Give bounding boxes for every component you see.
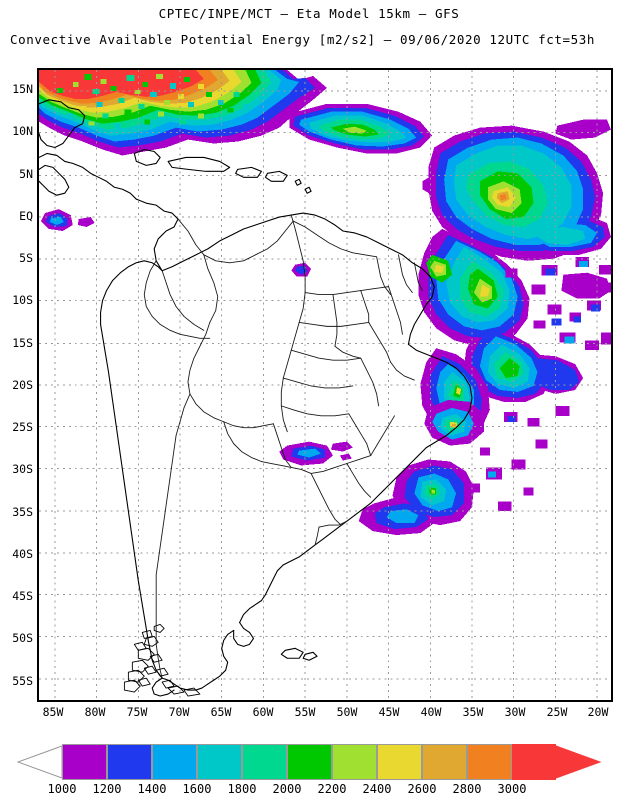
xtick-75W: 75W [126,705,148,719]
colorbar-label-2800: 2800 [452,782,482,796]
colorbar-label-1400: 1400 [137,782,167,796]
xtick-70W: 70W [168,705,190,719]
ytick-35S: 35S [12,505,33,519]
xtick-85W: 85W [42,705,64,719]
colorbar-label-2600: 2600 [407,782,437,796]
colorbar-band-4[interactable] [242,744,287,780]
colorbar-label-1600: 1600 [182,782,212,796]
ytick-10N: 10N [12,124,33,138]
colorbar-band-9[interactable] [467,744,512,780]
xtick-50W: 50W [336,705,358,719]
colorbar-band-7[interactable] [377,744,422,780]
page-title: CPTEC/INPE/MCT — Eta Model 15km — GFS [158,6,460,21]
colorbar-label-2000: 2000 [272,782,302,796]
triangle-left-open-icon [16,745,63,779]
colorbar-band-8[interactable] [422,744,467,780]
xtick-55W: 55W [294,705,316,719]
colorbar-band-1[interactable] [107,744,152,780]
colorbar-label-1000: 1000 [47,782,77,796]
ytick-10S: 10S [12,293,33,307]
colorbar-band-2[interactable] [152,744,197,780]
ytick-40S: 40S [12,547,33,561]
xtick-60W: 60W [252,705,274,719]
colorbar-label-2200: 2200 [317,782,347,796]
ytick-30S: 30S [12,462,33,476]
coastline-layer [39,99,473,697]
chart-subtitle: Convective Available Potential Energy [m… [10,32,596,47]
colorbar-band-10[interactable] [512,744,556,780]
xtick-80W: 80W [84,705,106,719]
colorbar-band-5[interactable] [287,744,332,780]
colorbar-label-1200: 1200 [92,782,122,796]
ytick-45S: 45S [12,589,33,603]
map-gridlines [39,70,611,700]
xtick-25W: 25W [546,705,568,719]
xtick-40W: 40W [420,705,442,719]
cape-map-plot[interactable] [37,68,613,702]
ytick-55S: 55S [12,674,33,688]
triangle-right-filled-icon [555,745,602,779]
ytick-25S: 25S [12,420,33,434]
cape-colorbar[interactable]: 1000 1200 1400 1600 1800 2000 2200 2400 … [0,744,618,800]
colorbar-band-3[interactable] [197,744,242,780]
colorbar-label-2400: 2400 [362,782,392,796]
ytick-20S: 20S [12,378,33,392]
ytick-50S: 50S [12,631,33,645]
ytick-15S: 15S [12,336,33,350]
colorbar-label-3000: 3000 [497,782,527,796]
xtick-45W: 45W [378,705,400,719]
ytick-EQ: EQ [19,209,33,223]
xtick-35W: 35W [462,705,484,719]
xtick-30W: 30W [504,705,526,719]
xtick-65W: 65W [210,705,232,719]
ytick-15N: 15N [12,82,33,96]
colorbar-band-6[interactable] [332,744,377,780]
colorbar-band-0[interactable] [62,744,107,780]
colorbar-label-1800: 1800 [227,782,257,796]
xtick-20W: 20W [587,705,609,719]
ytick-5N: 5N [19,167,33,181]
ytick-5S: 5S [19,251,33,265]
